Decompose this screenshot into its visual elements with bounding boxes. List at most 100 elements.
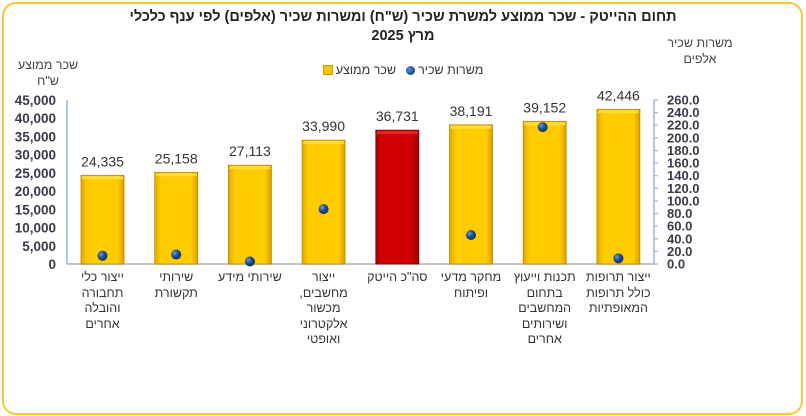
x-tick-label-line: המאופתיות	[588, 301, 648, 315]
x-tick-label: תכנות וייעוץ בתחום המחשבים ושירותים אחרים	[509, 270, 581, 348]
right-tick-label: 160.0	[667, 156, 700, 171]
jobs-dot	[318, 204, 329, 215]
x-tick-label-line: תקשורת	[154, 285, 198, 300]
chart-subtitle: מרץ 2025	[371, 28, 435, 44]
right-tick-label: 40.0	[667, 231, 692, 246]
x-tick-label-line: אלקטרוני	[299, 316, 348, 331]
left-tick-label: 30,000	[15, 148, 56, 163]
x-tick-label-line: שירותי	[159, 270, 194, 284]
x-tick-label-line: והובלה	[84, 301, 121, 315]
jobs-dot	[537, 122, 548, 133]
chart-title: תחום ההייטק - שכר ממוצע למשרת שכיר (ש"ח)…	[129, 9, 677, 25]
bar-highlight	[155, 173, 197, 177]
right-tick-label: 260.0	[667, 93, 700, 108]
jobs-dot	[466, 229, 476, 240]
x-tick-label-line: ייצור תרופות	[586, 270, 651, 284]
right-tick-label: 200.0	[667, 130, 700, 145]
x-tick-label-line: מחקר מדעי	[440, 270, 502, 284]
right-tick-label: 20.0	[667, 244, 692, 259]
left-axis-title: שכר ממוצע ש"ח	[8, 57, 88, 89]
left-axis-title-line: ש"ח	[37, 74, 59, 88]
x-tick-label-line: המחשבים	[518, 301, 572, 315]
x-tick-label: שירותי תקשורת	[140, 270, 212, 301]
bar-highlight	[376, 131, 418, 135]
bar	[154, 171, 199, 265]
right-tick-label: 220.0	[667, 118, 700, 133]
left-tick-label: 45,000	[15, 93, 56, 108]
x-tick-label-line: אחרים	[85, 316, 120, 331]
legend-dot-icon	[406, 65, 416, 75]
bar-highlight	[82, 176, 123, 180]
left-tick-label: 5,000	[22, 239, 56, 254]
bar	[80, 174, 125, 265]
bar	[596, 108, 641, 265]
x-tick-label-line: ושירותים	[521, 316, 568, 331]
right-axis-title-line: משרות שכיר	[667, 36, 733, 50]
right-tick-label: 240.0	[667, 105, 700, 120]
legend-item-wage: שכר ממוצע	[322, 63, 397, 77]
bar-highlight	[229, 166, 271, 170]
jobs-dot	[244, 256, 255, 267]
right-tick-label: 140.0	[667, 168, 700, 183]
right-tick-label: 120.0	[667, 181, 700, 196]
bar	[375, 129, 420, 265]
jobs-dot	[613, 253, 624, 264]
jobs-dot	[97, 250, 108, 261]
x-tick-label-line: אחרים	[527, 332, 562, 346]
right-tick-label: 60.0	[667, 219, 692, 234]
right-axis-title-line: אלפים	[683, 52, 717, 66]
bar-data-label: 24,335	[81, 153, 124, 169]
bar-data-label: 39,152	[523, 99, 566, 115]
left-tick-label: 40,000	[15, 111, 56, 126]
bar-highlight	[597, 110, 639, 114]
x-tick-label: ייצור מחשבים, מכשור אלקטרוני ואופטי	[288, 270, 360, 348]
left-tick-label: 10,000	[15, 221, 56, 236]
x-tick-label-line: מכשור	[306, 301, 341, 315]
left-tick-label: 0	[48, 257, 56, 272]
bar-data-label: 42,446	[597, 87, 640, 103]
left-axis-title-line: שכר ממוצע	[17, 58, 79, 72]
x-tick-label: סה"כ הייטק	[361, 270, 433, 286]
bar-highlight	[303, 141, 345, 145]
right-tick-label: 180.0	[667, 143, 700, 158]
bar-highlight	[450, 125, 492, 129]
legend-label-jobs: משרות שכיר	[418, 63, 484, 77]
x-tick-label-line: שירותי מידע	[218, 270, 282, 284]
bar-data-label: 25,158	[155, 150, 198, 166]
legend-item-jobs: משרות שכיר	[406, 63, 483, 77]
x-tick-label-line: ופיתוח	[454, 285, 488, 300]
bar-data-label: 38,191	[450, 103, 493, 119]
legend: משרות שכיר שכר ממוצע	[0, 63, 806, 77]
bar-data-label: 27,113	[229, 143, 271, 159]
x-tick-label-line: ייצור	[311, 270, 336, 284]
jobs-dot	[171, 249, 182, 260]
x-tick-label-line: תחבורה	[81, 285, 124, 300]
right-tick-label: 80.0	[667, 206, 692, 221]
x-tick-label: מחקר מדעי ופיתוח	[435, 270, 507, 301]
bar	[227, 164, 272, 265]
right-tick-label: 0.0	[667, 257, 685, 272]
left-tick-label: 25,000	[15, 166, 56, 181]
bar	[301, 139, 346, 265]
x-tick-label-line: מחשבים,	[299, 285, 348, 300]
x-tick-label-line: בתחום	[526, 285, 563, 300]
x-tick-label-line: ייצור כלי	[81, 270, 124, 284]
left-tick-label: 35,000	[15, 129, 56, 144]
left-tick-label: 20,000	[15, 184, 56, 199]
x-tick-label: ייצור כלי תחבורה והובלה אחרים	[67, 270, 139, 332]
x-tick-label-line: תכנות וייעוץ	[513, 270, 576, 284]
x-tick-label-line: כולל תרופות	[586, 285, 651, 300]
x-tick-label: שירותי מידע	[214, 270, 286, 286]
bar-data-label: 33,990	[302, 118, 345, 134]
left-tick-label: 15,000	[15, 202, 56, 217]
x-tick-label: ייצור תרופות כולל תרופות המאופתיות	[582, 270, 654, 317]
legend-label-wage: שכר ממוצע	[335, 63, 397, 77]
x-tick-label-line: סה"כ הייטק	[367, 270, 428, 284]
bar	[522, 120, 567, 265]
right-tick-label: 100.0	[667, 193, 700, 208]
right-axis-title: משרות שכיר אלפים	[655, 35, 745, 67]
x-tick-label-line: ואופטי	[306, 332, 341, 346]
bar-data-label: 36,731	[376, 108, 419, 124]
